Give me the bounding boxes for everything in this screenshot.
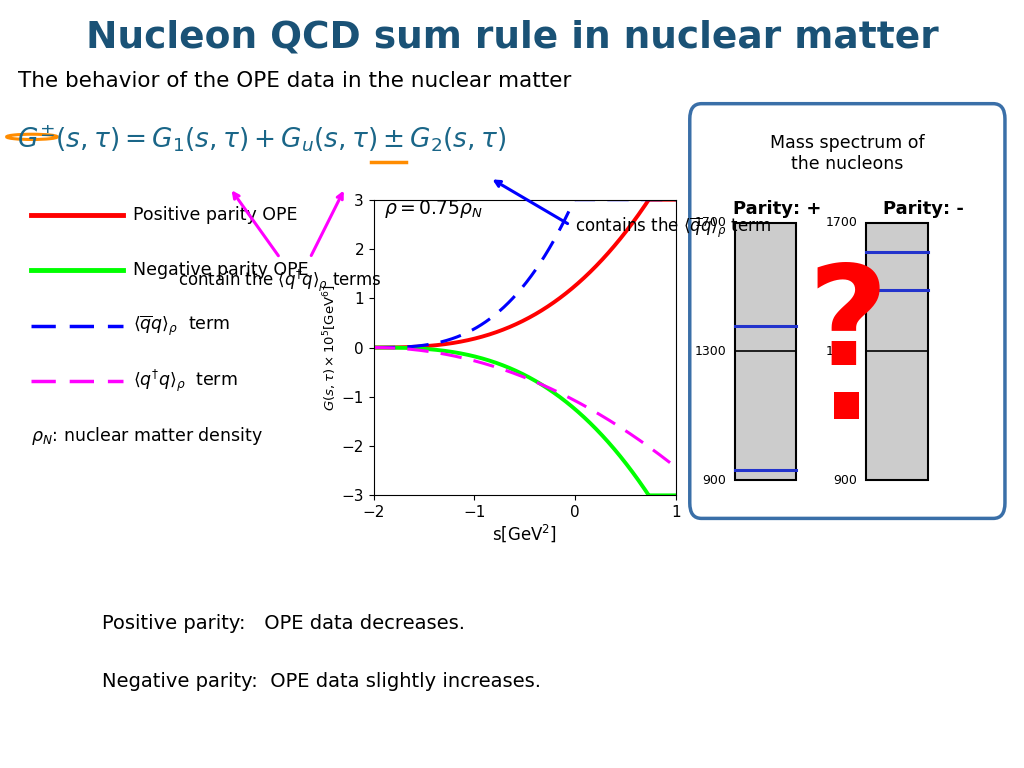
Text: contain the $\langle q^{\dagger}q\rangle_{\rho}$ terms: contain the $\langle q^{\dagger}q\rangle… bbox=[178, 268, 382, 294]
Text: $\rho=0.75\rho_N$: $\rho=0.75\rho_N$ bbox=[384, 198, 482, 220]
Text: Nucleon QCD sum rule in nuclear matter: Nucleon QCD sum rule in nuclear matter bbox=[86, 19, 938, 55]
Text: 1700: 1700 bbox=[825, 217, 857, 229]
Text: Positive parity:   OPE data decreases.: Positive parity: OPE data decreases. bbox=[102, 614, 465, 634]
Text: ?: ? bbox=[807, 259, 888, 394]
Text: 1300: 1300 bbox=[825, 345, 857, 358]
Text: $G^{\pm}(s,\tau)=G_1(s,\tau)+G_u(s,\tau)\pm G_2(s,\tau)$: $G^{\pm}(s,\tau)=G_1(s,\tau)+G_u(s,\tau)… bbox=[16, 123, 506, 154]
FancyBboxPatch shape bbox=[690, 104, 1005, 518]
Text: 900: 900 bbox=[834, 474, 857, 486]
X-axis label: $\mathrm{s[GeV^2]}$: $\mathrm{s[GeV^2]}$ bbox=[493, 523, 557, 545]
Text: 1700: 1700 bbox=[694, 217, 726, 229]
Text: Positive parity OPE: Positive parity OPE bbox=[133, 206, 298, 224]
Text: Negative parity OPE: Negative parity OPE bbox=[133, 261, 309, 280]
Bar bbox=[866, 223, 928, 480]
Text: Mass spectrum of
the nucleons: Mass spectrum of the nucleons bbox=[770, 134, 925, 174]
Text: contains the $\langle\overline{q}q\rangle_{\rho}$ term: contains the $\langle\overline{q}q\rangl… bbox=[575, 216, 771, 240]
Y-axis label: $G(s,\tau)\times10^5[\mathrm{GeV}^6]$: $G(s,\tau)\times10^5[\mathrm{GeV}^6]$ bbox=[322, 284, 339, 411]
Text: Parity: -: Parity: - bbox=[883, 200, 964, 217]
Text: $\rho_N$: nuclear matter density: $\rho_N$: nuclear matter density bbox=[31, 425, 263, 447]
Text: Negative parity:  OPE data slightly increases.: Negative parity: OPE data slightly incre… bbox=[102, 672, 542, 691]
Text: The behavior of the OPE data in the nuclear matter: The behavior of the OPE data in the nucl… bbox=[18, 71, 571, 91]
Bar bbox=[835, 392, 859, 419]
Bar bbox=[735, 223, 797, 480]
Text: $\langle q^{\dagger}q\rangle_{\rho}$  term: $\langle q^{\dagger}q\rangle_{\rho}$ ter… bbox=[133, 368, 238, 394]
Text: 1300: 1300 bbox=[694, 345, 726, 358]
Text: Parity: +: Parity: + bbox=[733, 200, 821, 217]
Text: $\langle\overline{q}q\rangle_{\rho}$  term: $\langle\overline{q}q\rangle_{\rho}$ ter… bbox=[133, 313, 230, 338]
Text: 900: 900 bbox=[702, 474, 726, 486]
